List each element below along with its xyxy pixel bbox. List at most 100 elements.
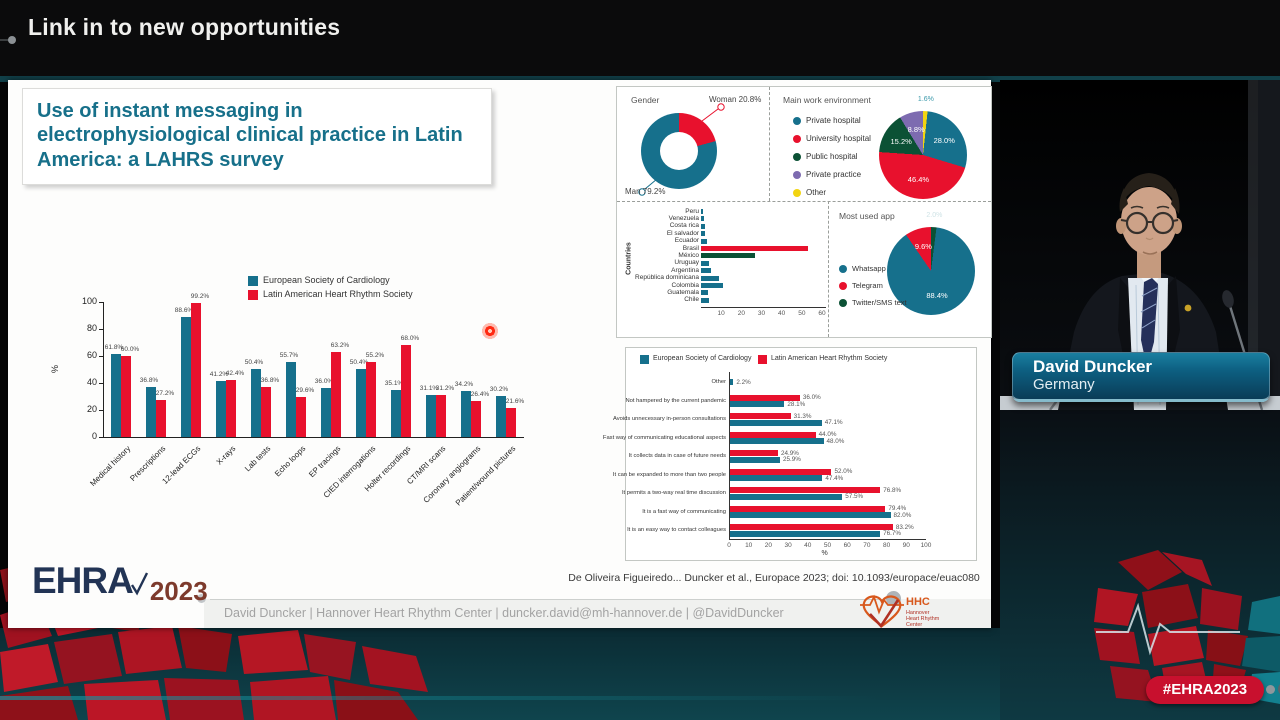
legend-dot: [793, 135, 801, 143]
bar: [506, 407, 516, 437]
countries-axis-label: Countries: [625, 242, 633, 275]
reason-bar-lahrs: [729, 394, 800, 401]
bar-value-label: 60.0%: [120, 346, 140, 353]
reason-value-lahrs: 79.4%: [888, 505, 907, 512]
country-bar: [701, 216, 705, 222]
legend-swatch: [758, 355, 767, 364]
country-label: Peru: [685, 207, 699, 215]
reason-value-esc: 28.1%: [787, 400, 806, 408]
reason-value-lahrs: 36.0%: [802, 394, 821, 401]
hair: [1120, 173, 1179, 214]
bar-value-label: 50.4%: [349, 358, 369, 366]
pie-slice-label: 1.6%: [917, 96, 934, 104]
country-label: Brasil: [682, 244, 699, 252]
countries-axis: [701, 307, 826, 309]
bar-value-label: 26.4%: [470, 391, 490, 399]
bar-value-label: 50.4%: [244, 358, 264, 366]
bar-value-label: 31.2%: [435, 384, 455, 392]
reason-bar-esc: [729, 493, 843, 500]
bar: [251, 368, 261, 437]
y-tick-label: 80: [86, 323, 97, 333]
reason-bar-esc: [729, 512, 891, 518]
y-tick-label: 100: [81, 296, 97, 306]
y-tick-mark: [99, 302, 103, 303]
bar: [191, 303, 201, 437]
reason-label: It is an easy way to contact colleagues: [627, 527, 726, 533]
reason-bar-esc: [729, 438, 824, 444]
header-bar: Link in to new opportunities: [0, 0, 1280, 76]
svg-text:Center: Center: [906, 622, 922, 628]
bar: [286, 361, 296, 437]
reason-value-lahrs: 31.3%: [793, 412, 812, 420]
svg-text:Heart Rhythm: Heart Rhythm: [906, 616, 940, 622]
presentation-slide: Use of instant messaging in electrophysi…: [8, 80, 992, 629]
x-category-label: X-rays: [214, 444, 238, 467]
reason-bar-esc: [729, 530, 881, 537]
bar: [321, 388, 331, 437]
reasons-x-tick: 30: [784, 542, 792, 549]
bar: [471, 401, 481, 437]
x-category-label: 12-lead ECGs: [160, 444, 203, 486]
country-bar: [701, 290, 709, 296]
reason-bar-lahrs: [729, 487, 881, 493]
reason-value-esc: 76.7%: [883, 530, 901, 537]
reasons-x-label: %: [821, 550, 828, 557]
page-title: Link in to new opportunities: [28, 14, 341, 40]
reason-bar-esc: [729, 456, 781, 463]
reason-value-esc: 47.1%: [824, 419, 843, 426]
bar-value-label: 36.8%: [139, 377, 159, 385]
x-category-label: Prescriptions: [128, 444, 168, 484]
bar-value-label: 99.2%: [190, 293, 210, 301]
country-bar: [701, 268, 712, 274]
legend-label: University hospital: [806, 134, 871, 143]
bar-value-label: 68.0%: [400, 335, 420, 343]
y-tick-mark: [99, 356, 103, 357]
reason-value-esc: 2.2%: [736, 378, 751, 386]
bar: [461, 390, 471, 437]
gender-label-woman: Woman 20.8%: [709, 95, 762, 104]
countries-x-tick: 50: [798, 310, 806, 318]
legend-label: Public hospital: [806, 152, 858, 161]
bar: [426, 395, 436, 437]
legend-dot: [839, 282, 847, 290]
pie-slice-label: 46.4%: [907, 175, 930, 185]
reason-bar-lahrs: [729, 413, 791, 419]
country-bar: [701, 275, 720, 281]
reason-value-lahrs: 83.2%: [895, 523, 914, 531]
bar-value-label: 88.6%: [174, 307, 194, 315]
country-label: Guatemala: [667, 288, 699, 296]
ehra-logo-year: 2023: [149, 576, 208, 606]
bar: [401, 345, 411, 437]
hhc-abbr-text: HHC: [906, 596, 930, 608]
countries-x-tick: 30: [757, 310, 766, 318]
bar: [356, 368, 366, 437]
reason-value-lahrs: 24.9%: [781, 449, 799, 457]
reason-bar-lahrs: [729, 468, 832, 475]
chart-title-app: Most used app: [839, 211, 895, 221]
bar: [146, 387, 156, 437]
x-category-label: Holter recordings: [362, 444, 413, 494]
bar: [366, 362, 376, 437]
country-label: Venezuela: [668, 214, 699, 222]
x-category-label: CIED interrogations: [321, 444, 378, 500]
bar-value-label: 42.4%: [225, 369, 245, 377]
y-tick-label: 0: [91, 431, 97, 441]
app-pie: [887, 227, 975, 315]
legend-dot: [793, 189, 801, 197]
footer-strip: [204, 599, 991, 628]
bar: [181, 317, 191, 437]
country-label: Costa rica: [669, 222, 699, 230]
bar-value-label: 35.1%: [384, 379, 404, 387]
x-category-label: Echo loops: [273, 444, 308, 479]
lapel-pin: [1184, 304, 1192, 312]
country-bar: [701, 223, 706, 229]
country-label: República dominicana: [635, 274, 699, 282]
countries-x-tick: 10: [717, 310, 725, 318]
x-category-label: Lab tests: [243, 444, 273, 474]
x-category-label: Medical history: [88, 444, 133, 489]
reason-value-esc: 57.5%: [845, 493, 864, 500]
chart-title-work-env: Main work environment: [783, 95, 871, 105]
grouped-bar-chart: 0 20 40 60 80 100% 61.8% 60.0% Medical history 36…: [8, 270, 568, 570]
x-category-label: Patient/wound pictures: [453, 444, 518, 508]
bar: [331, 351, 341, 437]
